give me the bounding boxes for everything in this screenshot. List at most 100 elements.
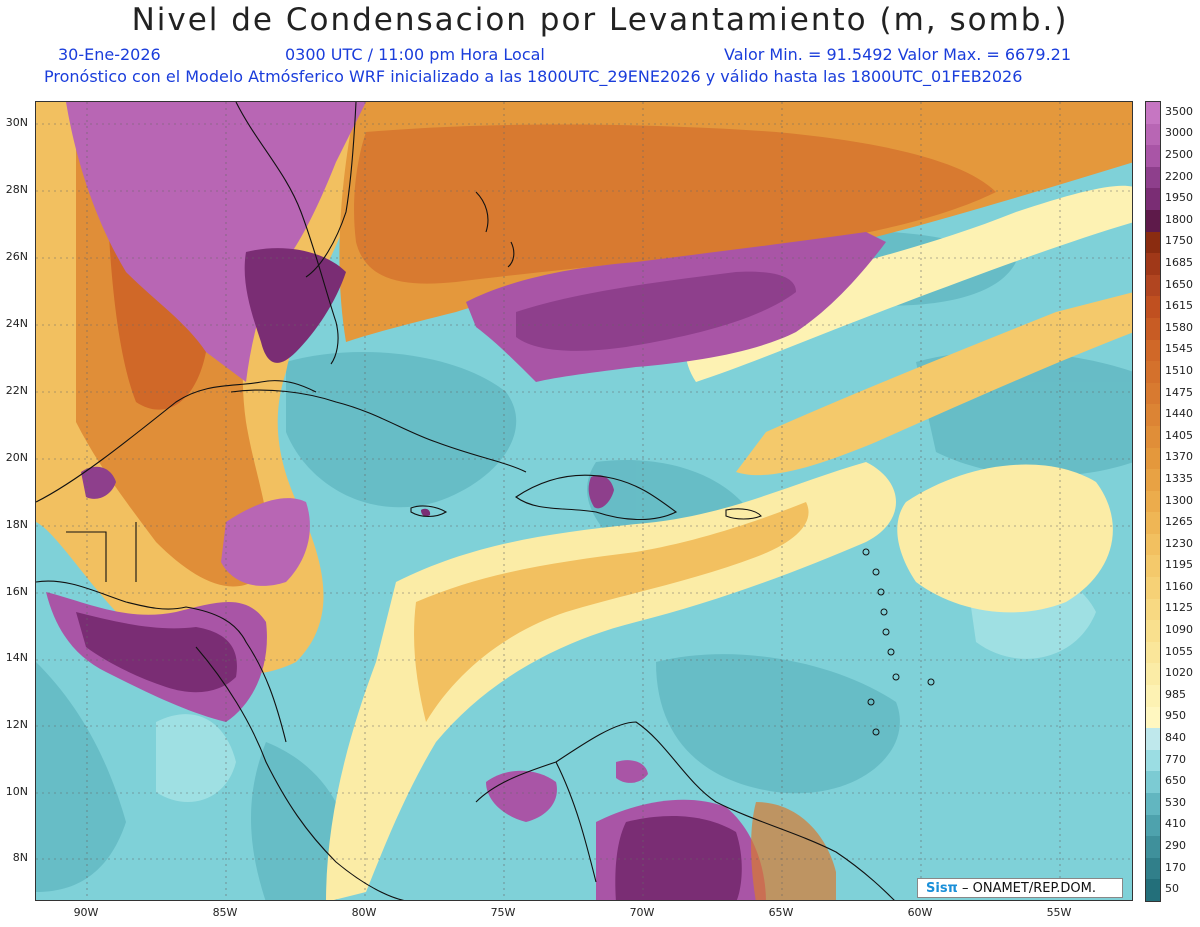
colorbar-segment xyxy=(1146,166,1160,189)
colorbar-segment xyxy=(1146,663,1160,686)
colorbar-label: 1685 xyxy=(1165,255,1193,269)
purple-yucatan-small xyxy=(81,466,116,499)
colorbar-segment xyxy=(1146,188,1160,211)
colorbar-segment xyxy=(1146,512,1160,535)
colorbar-segment xyxy=(1146,879,1160,902)
lon-label-75w: 75W xyxy=(490,906,516,919)
colorbar-label: 650 xyxy=(1165,774,1186,788)
lat-label-18n: 18N xyxy=(5,518,28,531)
coastlines xyxy=(36,102,895,900)
yellow-streak-ne xyxy=(685,185,1132,382)
purple-yucatan xyxy=(221,498,310,586)
colorbar-label: 170 xyxy=(1165,860,1186,874)
colorbar-label: 1265 xyxy=(1165,515,1193,529)
colorbar-segment xyxy=(1146,620,1160,643)
map-area[interactable] xyxy=(35,101,1133,901)
colorbar-label: 1090 xyxy=(1165,623,1193,637)
colorbar-label: 1300 xyxy=(1165,493,1193,507)
colorbar-label: 1750 xyxy=(1165,234,1193,248)
lat-label-22n: 22N xyxy=(5,384,28,397)
colorbar-label: 840 xyxy=(1165,731,1186,745)
time-label: 0300 UTC / 11:00 pm Hora Local xyxy=(285,45,545,64)
colorbar-segment xyxy=(1146,555,1160,578)
colorbar-label: 410 xyxy=(1165,817,1186,831)
colorbar-segment xyxy=(1146,253,1160,276)
lon-label-80w: 80W xyxy=(351,906,377,919)
colorbar-label: 985 xyxy=(1165,687,1186,701)
colorbar-segment xyxy=(1146,706,1160,729)
purple-colombia xyxy=(486,770,557,822)
colorbar-segment xyxy=(1146,490,1160,513)
colorbar-label: 1020 xyxy=(1165,666,1193,680)
purple-hispaniola xyxy=(588,475,614,509)
colorbar-segment xyxy=(1146,231,1160,254)
colorbar-segment xyxy=(1146,641,1160,664)
colorbar-segment xyxy=(1146,857,1160,880)
sispi-logo: Sisπ xyxy=(926,881,958,896)
colorbar-label: 1950 xyxy=(1165,191,1193,205)
purple-central-america-dark xyxy=(76,612,237,693)
colorbar-segment xyxy=(1146,533,1160,556)
colorbar-segment xyxy=(1146,209,1160,233)
yellow-patch-east xyxy=(897,464,1113,613)
colorbar-label: 1195 xyxy=(1165,558,1193,572)
lon-label-85w: 85W xyxy=(212,906,238,919)
date-label: 30-Ene-2026 xyxy=(58,45,161,64)
colorbar-segment xyxy=(1146,749,1160,772)
yellow-band-central xyxy=(326,462,896,900)
colorbar-label: 3500 xyxy=(1165,104,1193,118)
colorbar-segment xyxy=(1146,836,1160,859)
colorbar-segment xyxy=(1146,274,1160,297)
purple-florida-dark xyxy=(244,248,346,363)
colorbar-segment xyxy=(1146,793,1160,816)
colorbar-label: 2200 xyxy=(1165,169,1193,183)
colorbar-label: 1055 xyxy=(1165,644,1193,658)
colorbar-segment xyxy=(1146,447,1160,470)
lon-label-90w: 90W xyxy=(73,906,99,919)
colorbar-label: 3000 xyxy=(1165,126,1193,140)
lat-label-30n: 30N xyxy=(5,116,28,129)
colorbar-segment xyxy=(1146,382,1160,405)
lat-label-8n: 8N xyxy=(12,851,28,864)
colorbar-label: 530 xyxy=(1165,795,1186,809)
lat-label-16n: 16N xyxy=(5,585,28,598)
colorbar-label: 1125 xyxy=(1165,601,1193,615)
island-outlines xyxy=(862,548,935,736)
yellow-streak-ne2 xyxy=(736,292,1132,476)
colorbar-label: 1230 xyxy=(1165,536,1193,550)
colorbar-segment xyxy=(1146,102,1160,125)
colorbar-label: 1405 xyxy=(1165,428,1193,442)
lat-label-28n: 28N xyxy=(5,183,28,196)
colorbar-segment xyxy=(1146,145,1160,168)
purple-venezuela-small xyxy=(616,760,648,783)
lat-label-20n: 20N xyxy=(5,451,28,464)
purple-south-america-dark xyxy=(615,816,742,900)
map-svg xyxy=(36,102,1132,900)
colorbar-segment xyxy=(1146,728,1160,751)
colorbar-label: 1615 xyxy=(1165,299,1193,313)
lat-label-10n: 10N xyxy=(5,785,28,798)
colorbar-segment xyxy=(1146,771,1160,794)
purple-jamaica xyxy=(421,508,431,517)
orange-core-north xyxy=(354,124,997,284)
colorbar-label: 290 xyxy=(1165,839,1186,852)
lon-label-65w: 65W xyxy=(768,906,794,919)
minmax-label: Valor Min. = 91.5492 Valor Max. = 6679.2… xyxy=(724,45,1072,64)
colorbar-label: 1650 xyxy=(1165,277,1193,291)
colorbar-segment xyxy=(1146,598,1160,621)
colorbar-segment xyxy=(1146,317,1160,341)
colorbar-label: 1440 xyxy=(1165,407,1193,421)
colorbar-label: 50 xyxy=(1165,882,1179,896)
colorbar-label: 1545 xyxy=(1165,342,1193,356)
colorbar xyxy=(1145,101,1161,902)
purple-band-atlantic-dark xyxy=(516,271,796,351)
lat-label-26n: 26N xyxy=(5,250,28,263)
colorbar-segment xyxy=(1146,404,1160,427)
orange-south-america xyxy=(751,802,836,900)
purple-florida xyxy=(66,102,366,382)
colorbar-label: 1580 xyxy=(1165,320,1193,334)
colorbar-label: 950 xyxy=(1165,709,1186,723)
colorbar-label: 1800 xyxy=(1165,212,1193,226)
colorbar-label: 1160 xyxy=(1165,579,1193,593)
colorbar-segment xyxy=(1146,339,1160,362)
